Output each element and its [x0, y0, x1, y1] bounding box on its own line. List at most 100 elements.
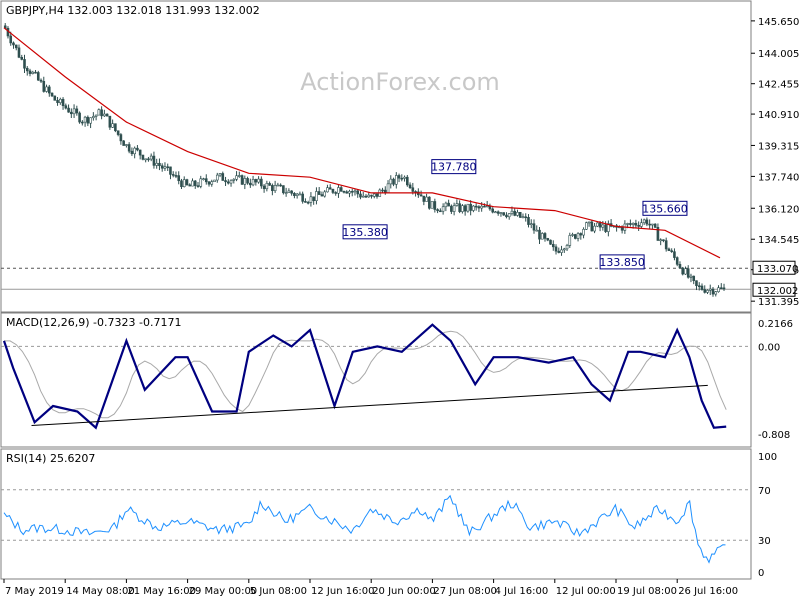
- candle-body: [271, 185, 274, 192]
- candle-body: [587, 221, 591, 224]
- candle-body: [328, 187, 332, 190]
- candle-body: [218, 173, 222, 176]
- candle-body: [103, 113, 106, 117]
- time-tick-label: 12 Jun 16:00: [311, 586, 375, 597]
- candle-body: [653, 223, 657, 228]
- candle-body: [152, 155, 156, 166]
- candle-body: [491, 208, 494, 213]
- candle-body: [133, 147, 136, 155]
- candle-body: [472, 205, 475, 211]
- candle-body: [447, 202, 450, 207]
- candle-body: [535, 229, 539, 232]
- candle-body: [326, 187, 329, 193]
- candle-body: [276, 184, 280, 187]
- candle-body: [601, 224, 605, 228]
- candle-body: [23, 59, 26, 69]
- candle-body: [386, 183, 390, 194]
- candle-body: [458, 203, 461, 212]
- candle-body: [350, 191, 354, 193]
- candle-body: [372, 193, 376, 197]
- candle-body: [593, 225, 596, 232]
- macd-title: MACD(12,26,9) -0.7323 -0.7171: [6, 316, 181, 329]
- candle-body: [185, 179, 189, 186]
- time-tick-label: 26 Jul 16:00: [678, 586, 738, 597]
- time-tick-label: 29 May 00:00: [189, 586, 258, 597]
- candle-body: [254, 179, 258, 183]
- candle-body: [42, 80, 46, 92]
- candle-body: [56, 100, 59, 103]
- candle-body: [232, 178, 236, 181]
- candle-body: [339, 187, 343, 192]
- candle-body: [160, 165, 164, 169]
- candle-body: [215, 174, 219, 181]
- candle-body: [238, 175, 241, 177]
- candle-body: [36, 72, 40, 81]
- candle-body: [499, 212, 503, 214]
- candle-body: [166, 166, 170, 169]
- candle-body: [670, 250, 673, 253]
- candle-body: [257, 178, 260, 183]
- candle-body: [287, 190, 291, 193]
- candle-body: [538, 229, 541, 240]
- candle-body: [116, 130, 120, 135]
- candle-body: [686, 268, 690, 278]
- annotation-box: [342, 224, 388, 240]
- candle-body: [295, 193, 299, 196]
- candle-body: [20, 57, 24, 60]
- annotation-label: 135.380: [342, 226, 388, 239]
- candle-body: [551, 243, 555, 248]
- candle-body: [240, 175, 244, 185]
- time-tick-label: 27 Jun 08:00: [433, 586, 497, 597]
- candle-body: [631, 222, 635, 225]
- candle-body: [439, 210, 442, 213]
- candle-body: [642, 219, 646, 224]
- candle-body: [370, 194, 373, 197]
- candle-body: [171, 174, 175, 176]
- macd-signal-line: [4, 330, 727, 419]
- candle-body: [147, 158, 150, 161]
- candle-body: [554, 246, 558, 252]
- current-price-text: 132.002: [757, 286, 798, 297]
- candle-body: [268, 183, 271, 186]
- candle-body: [706, 290, 709, 293]
- candle-body: [138, 149, 142, 156]
- price-tick-label: 131.395: [758, 297, 799, 308]
- candle-body: [673, 251, 676, 258]
- candle-body: [505, 214, 508, 218]
- candle-body: [279, 184, 282, 187]
- candle-body: [590, 221, 594, 232]
- candle-body: [273, 185, 277, 192]
- candle-body: [717, 287, 720, 293]
- candle-body: [61, 98, 65, 107]
- time-tick-label: 19 Jul 08:00: [617, 586, 677, 597]
- candle-body: [425, 196, 428, 202]
- candle-body: [428, 196, 431, 209]
- candle-body: [364, 195, 368, 198]
- candle-body: [204, 178, 208, 183]
- rsi-title: RSI(14) 25.6207: [6, 452, 95, 465]
- candle-body: [111, 123, 114, 128]
- candle-body: [202, 178, 205, 180]
- candle-body: [265, 183, 269, 190]
- candle-body: [722, 287, 726, 290]
- candle-body: [392, 178, 395, 185]
- candle-body: [141, 154, 145, 160]
- candle-body: [180, 180, 183, 188]
- candle-body: [681, 267, 685, 275]
- level-price-box: [752, 260, 796, 275]
- candle-body: [177, 175, 181, 182]
- candle-body: [419, 194, 423, 197]
- level-price-label: 133.070: [752, 260, 798, 275]
- candle-body: [67, 107, 70, 113]
- candle-body: [72, 108, 76, 115]
- candle-body: [582, 228, 585, 236]
- candle-body: [249, 182, 252, 186]
- candle-body: [543, 233, 547, 239]
- candle-body: [596, 222, 599, 227]
- candle-body: [28, 70, 32, 74]
- candle-body: [455, 203, 459, 206]
- candle-body: [235, 175, 238, 180]
- candle-body: [568, 235, 572, 246]
- candle-body: [301, 193, 304, 202]
